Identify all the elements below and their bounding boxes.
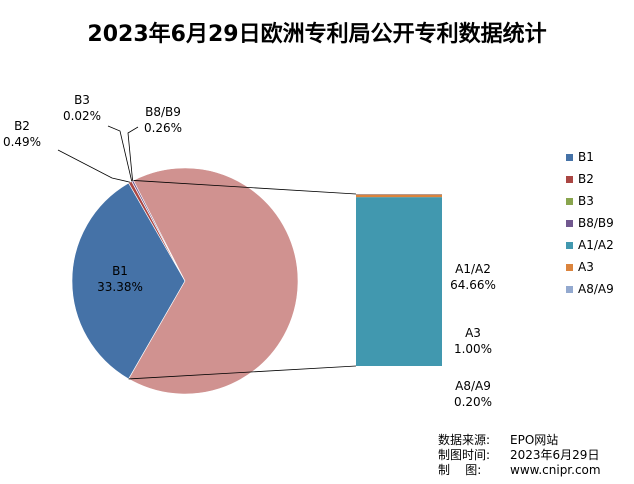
legend-swatch xyxy=(566,285,573,293)
legend-swatch xyxy=(566,153,573,161)
legend-swatch xyxy=(566,219,573,227)
data-label-value-b2: 0.49% xyxy=(3,135,41,149)
connector-line-bottom xyxy=(128,365,357,380)
legend-item-b1: B1 xyxy=(566,146,614,168)
leader-line-b3 xyxy=(107,125,133,182)
data-label-value-b3: 0.02% xyxy=(63,109,101,123)
bar-segment-a3 xyxy=(356,194,442,198)
legend-swatch xyxy=(566,263,573,271)
data-label-name-a8-a9: A8/A9 xyxy=(455,379,491,393)
data-label-name-b8-b9: B8/B9 xyxy=(145,105,181,119)
data-label-name-b3: B3 xyxy=(74,93,90,107)
chart-date-value: 2023年6月29日 xyxy=(510,448,600,462)
bar-segment-a8-a9 xyxy=(356,194,442,195)
legend-label: B3 xyxy=(578,194,594,208)
legend-label: B1 xyxy=(578,150,594,164)
legend-label: A1/A2 xyxy=(578,238,614,252)
source-value: EPO网站 xyxy=(510,433,559,447)
legend-item-a1-a2: A1/A2 xyxy=(566,234,614,256)
legend-item-b3: B3 xyxy=(566,190,614,212)
chart-title: 2023年6月29日欧洲专利局公开专利数据统计 xyxy=(87,22,547,47)
leader-line-b2 xyxy=(57,149,131,183)
leader-line-b8-b9 xyxy=(127,126,139,181)
chart-date-key: 制图时间: xyxy=(438,448,491,462)
data-label-value-b1: 33.38% xyxy=(97,280,143,294)
source-note: 数据来源: EPO网站 制图时间: 2023年6月29日 制 图: www.cn… xyxy=(438,433,601,478)
legend-item-b8-b9: B8/B9 xyxy=(566,212,614,234)
data-label-value-a3: 1.00% xyxy=(454,342,492,356)
source-key: 数据来源: xyxy=(438,433,491,447)
legend: B1 B2 B3 B8/B9 A1/A2 A3 A8/A9 xyxy=(566,146,614,300)
legend-swatch xyxy=(566,175,573,183)
chart-date-row: 制图时间: 2023年6月29日 xyxy=(438,448,601,463)
author-row: 制 图: www.cnipr.com xyxy=(438,463,601,478)
data-label-value-b8-b9: 0.26% xyxy=(144,121,182,135)
legend-label: B2 xyxy=(578,172,594,186)
data-label-name-a1-a2: A1/A2 xyxy=(455,262,491,276)
legend-label: B8/B9 xyxy=(578,216,614,230)
data-label-name-b2: B2 xyxy=(14,119,30,133)
legend-label: A3 xyxy=(578,260,594,274)
data-label-name-a3: A3 xyxy=(465,326,481,340)
legend-swatch xyxy=(566,241,573,249)
data-label-value-a1-a2: 64.66% xyxy=(450,278,496,292)
bar-segment-a1-a2 xyxy=(356,197,442,366)
author-key: 制 图: xyxy=(438,463,482,477)
legend-item-a8-a9: A8/A9 xyxy=(566,278,614,300)
source-row: 数据来源: EPO网站 xyxy=(438,433,601,448)
author-value: www.cnipr.com xyxy=(510,463,601,477)
legend-label: A8/A9 xyxy=(578,282,614,296)
data-label-value-a8-a9: 0.20% xyxy=(454,395,492,409)
pie-slice-other xyxy=(128,167,299,395)
legend-swatch xyxy=(566,197,573,205)
legend-item-b2: B2 xyxy=(566,168,614,190)
data-label-name-b1: B1 xyxy=(112,264,128,278)
legend-item-a3: A3 xyxy=(566,256,614,278)
connector-line-top xyxy=(133,180,357,195)
